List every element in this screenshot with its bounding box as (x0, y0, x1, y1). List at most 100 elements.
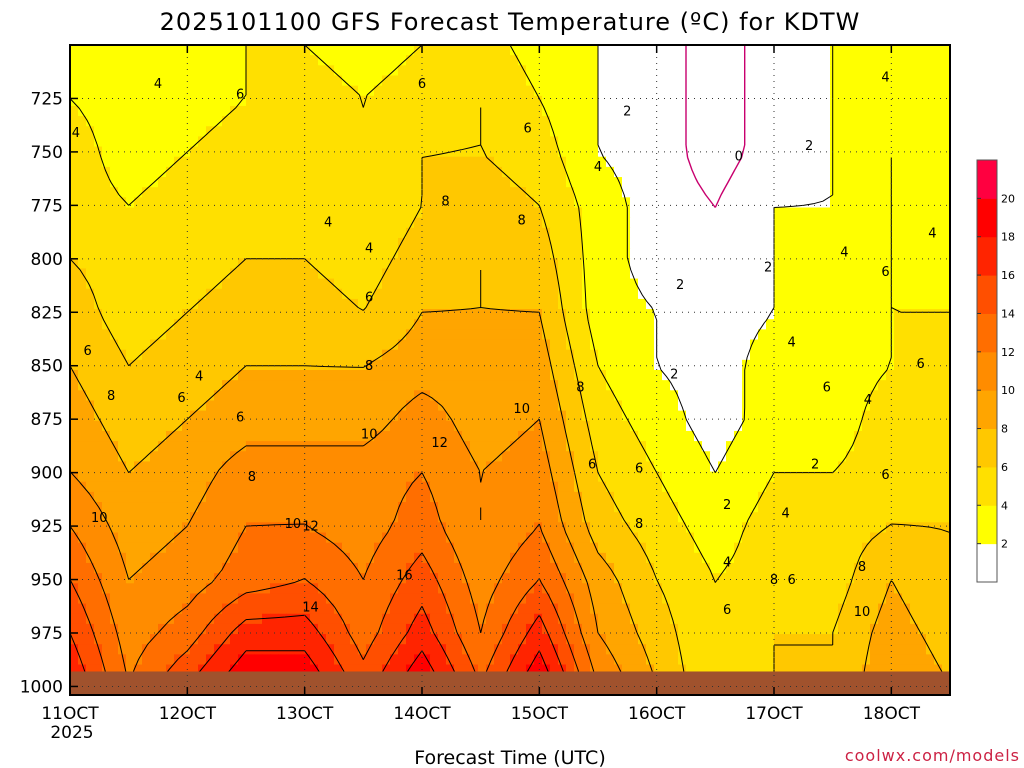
temperature-cell (550, 258, 559, 270)
temperature-cell (182, 95, 191, 107)
temperature-cell (806, 95, 815, 107)
temperature-cell (118, 502, 127, 513)
temperature-cell (214, 85, 223, 97)
temperature-cell (646, 146, 655, 158)
temperature-cell (622, 298, 631, 310)
temperature-cell (230, 227, 239, 239)
temperature-cell (686, 309, 695, 320)
temperature-cell (334, 451, 343, 463)
temperature-cell (278, 156, 287, 168)
temperature-cell (734, 248, 743, 259)
temperature-cell (278, 390, 287, 402)
temperature-cell (886, 349, 895, 361)
temperature-cell (310, 55, 319, 66)
temperature-cell (814, 410, 823, 422)
temperature-cell (558, 481, 567, 493)
temperature-cell (462, 298, 471, 310)
temperature-cell (830, 75, 839, 87)
temperature-cell (582, 380, 591, 391)
temperature-cell (782, 370, 791, 381)
temperature-cell (246, 430, 255, 442)
temperature-cell (478, 410, 487, 422)
temperature-cell (718, 268, 727, 280)
temperature-cell (414, 227, 423, 239)
temperature-cell (478, 207, 487, 219)
temperature-cell (142, 430, 151, 442)
temperature-cell (622, 349, 631, 361)
temperature-cell (342, 319, 351, 330)
temperature-cell (70, 85, 79, 97)
temperature-cell (254, 329, 263, 341)
temperature-cell (758, 481, 767, 493)
temperature-cell (574, 146, 583, 158)
temperature-cell (718, 237, 727, 249)
temperature-cell (542, 278, 551, 290)
temperature-cell (622, 126, 631, 138)
temperature-cell (382, 471, 391, 483)
temperature-cell (214, 461, 223, 473)
temperature-cell (934, 349, 943, 361)
temperature-cell (414, 502, 423, 513)
temperature-cell (838, 197, 847, 209)
temperature-cell (526, 420, 535, 432)
temperature-cell (470, 65, 479, 77)
temperature-cell (702, 278, 711, 290)
temperature-cell (686, 136, 695, 148)
temperature-cell (462, 349, 471, 361)
temperature-cell (246, 177, 255, 188)
temperature-cell (446, 400, 455, 412)
temperature-cell (702, 441, 711, 452)
temperature-cell (214, 75, 223, 87)
temperature-cell (790, 451, 799, 463)
temperature-cell (630, 187, 639, 198)
temperature-cell (550, 217, 559, 229)
temperature-cell (222, 481, 231, 493)
temperature-cell (638, 136, 647, 148)
temperature-cell (758, 309, 767, 320)
temperature-cell (582, 95, 591, 107)
temperature-cell (510, 461, 519, 473)
temperature-cell (670, 85, 679, 97)
temperature-cell (118, 197, 127, 209)
temperature-cell (470, 278, 479, 290)
temperature-cell (790, 268, 799, 280)
temperature-cell (518, 95, 527, 107)
temperature-cell (174, 65, 183, 77)
temperature-cell (310, 370, 319, 381)
temperature-cell (350, 187, 359, 198)
temperature-cell (638, 126, 647, 138)
temperature-cell (174, 166, 183, 178)
temperature-cell (734, 197, 743, 209)
temperature-cell (286, 258, 295, 270)
temperature-cell (742, 116, 751, 127)
temperature-cell (710, 237, 719, 249)
temperature-cell (214, 359, 223, 371)
temperature-cell (302, 502, 311, 513)
temperature-cell (126, 481, 135, 493)
temperature-cell (430, 248, 439, 259)
temperature-cell (310, 258, 319, 270)
temperature-cell (662, 166, 671, 178)
temperature-cell (438, 197, 447, 209)
temperature-cell (630, 177, 639, 188)
temperature-cell (262, 502, 271, 513)
temperature-cell (750, 268, 759, 280)
temperature-cell (278, 45, 287, 56)
temperature-cell (502, 491, 511, 503)
temperature-cell (454, 248, 463, 259)
temperature-cell (534, 227, 543, 239)
temperature-cell (846, 349, 855, 361)
temperature-cell (214, 390, 223, 402)
temperature-cell (262, 227, 271, 239)
temperature-cell (110, 481, 119, 493)
temperature-cell (710, 85, 719, 97)
temperature-cell (358, 430, 367, 442)
temperature-cell (406, 95, 415, 107)
temperature-cell (822, 390, 831, 402)
temperature-cell (222, 116, 231, 127)
temperature-cell (278, 481, 287, 493)
temperature-cell (582, 136, 591, 148)
temperature-cell (622, 370, 631, 381)
temperature-cell (766, 126, 775, 138)
temperature-cell (870, 65, 879, 77)
